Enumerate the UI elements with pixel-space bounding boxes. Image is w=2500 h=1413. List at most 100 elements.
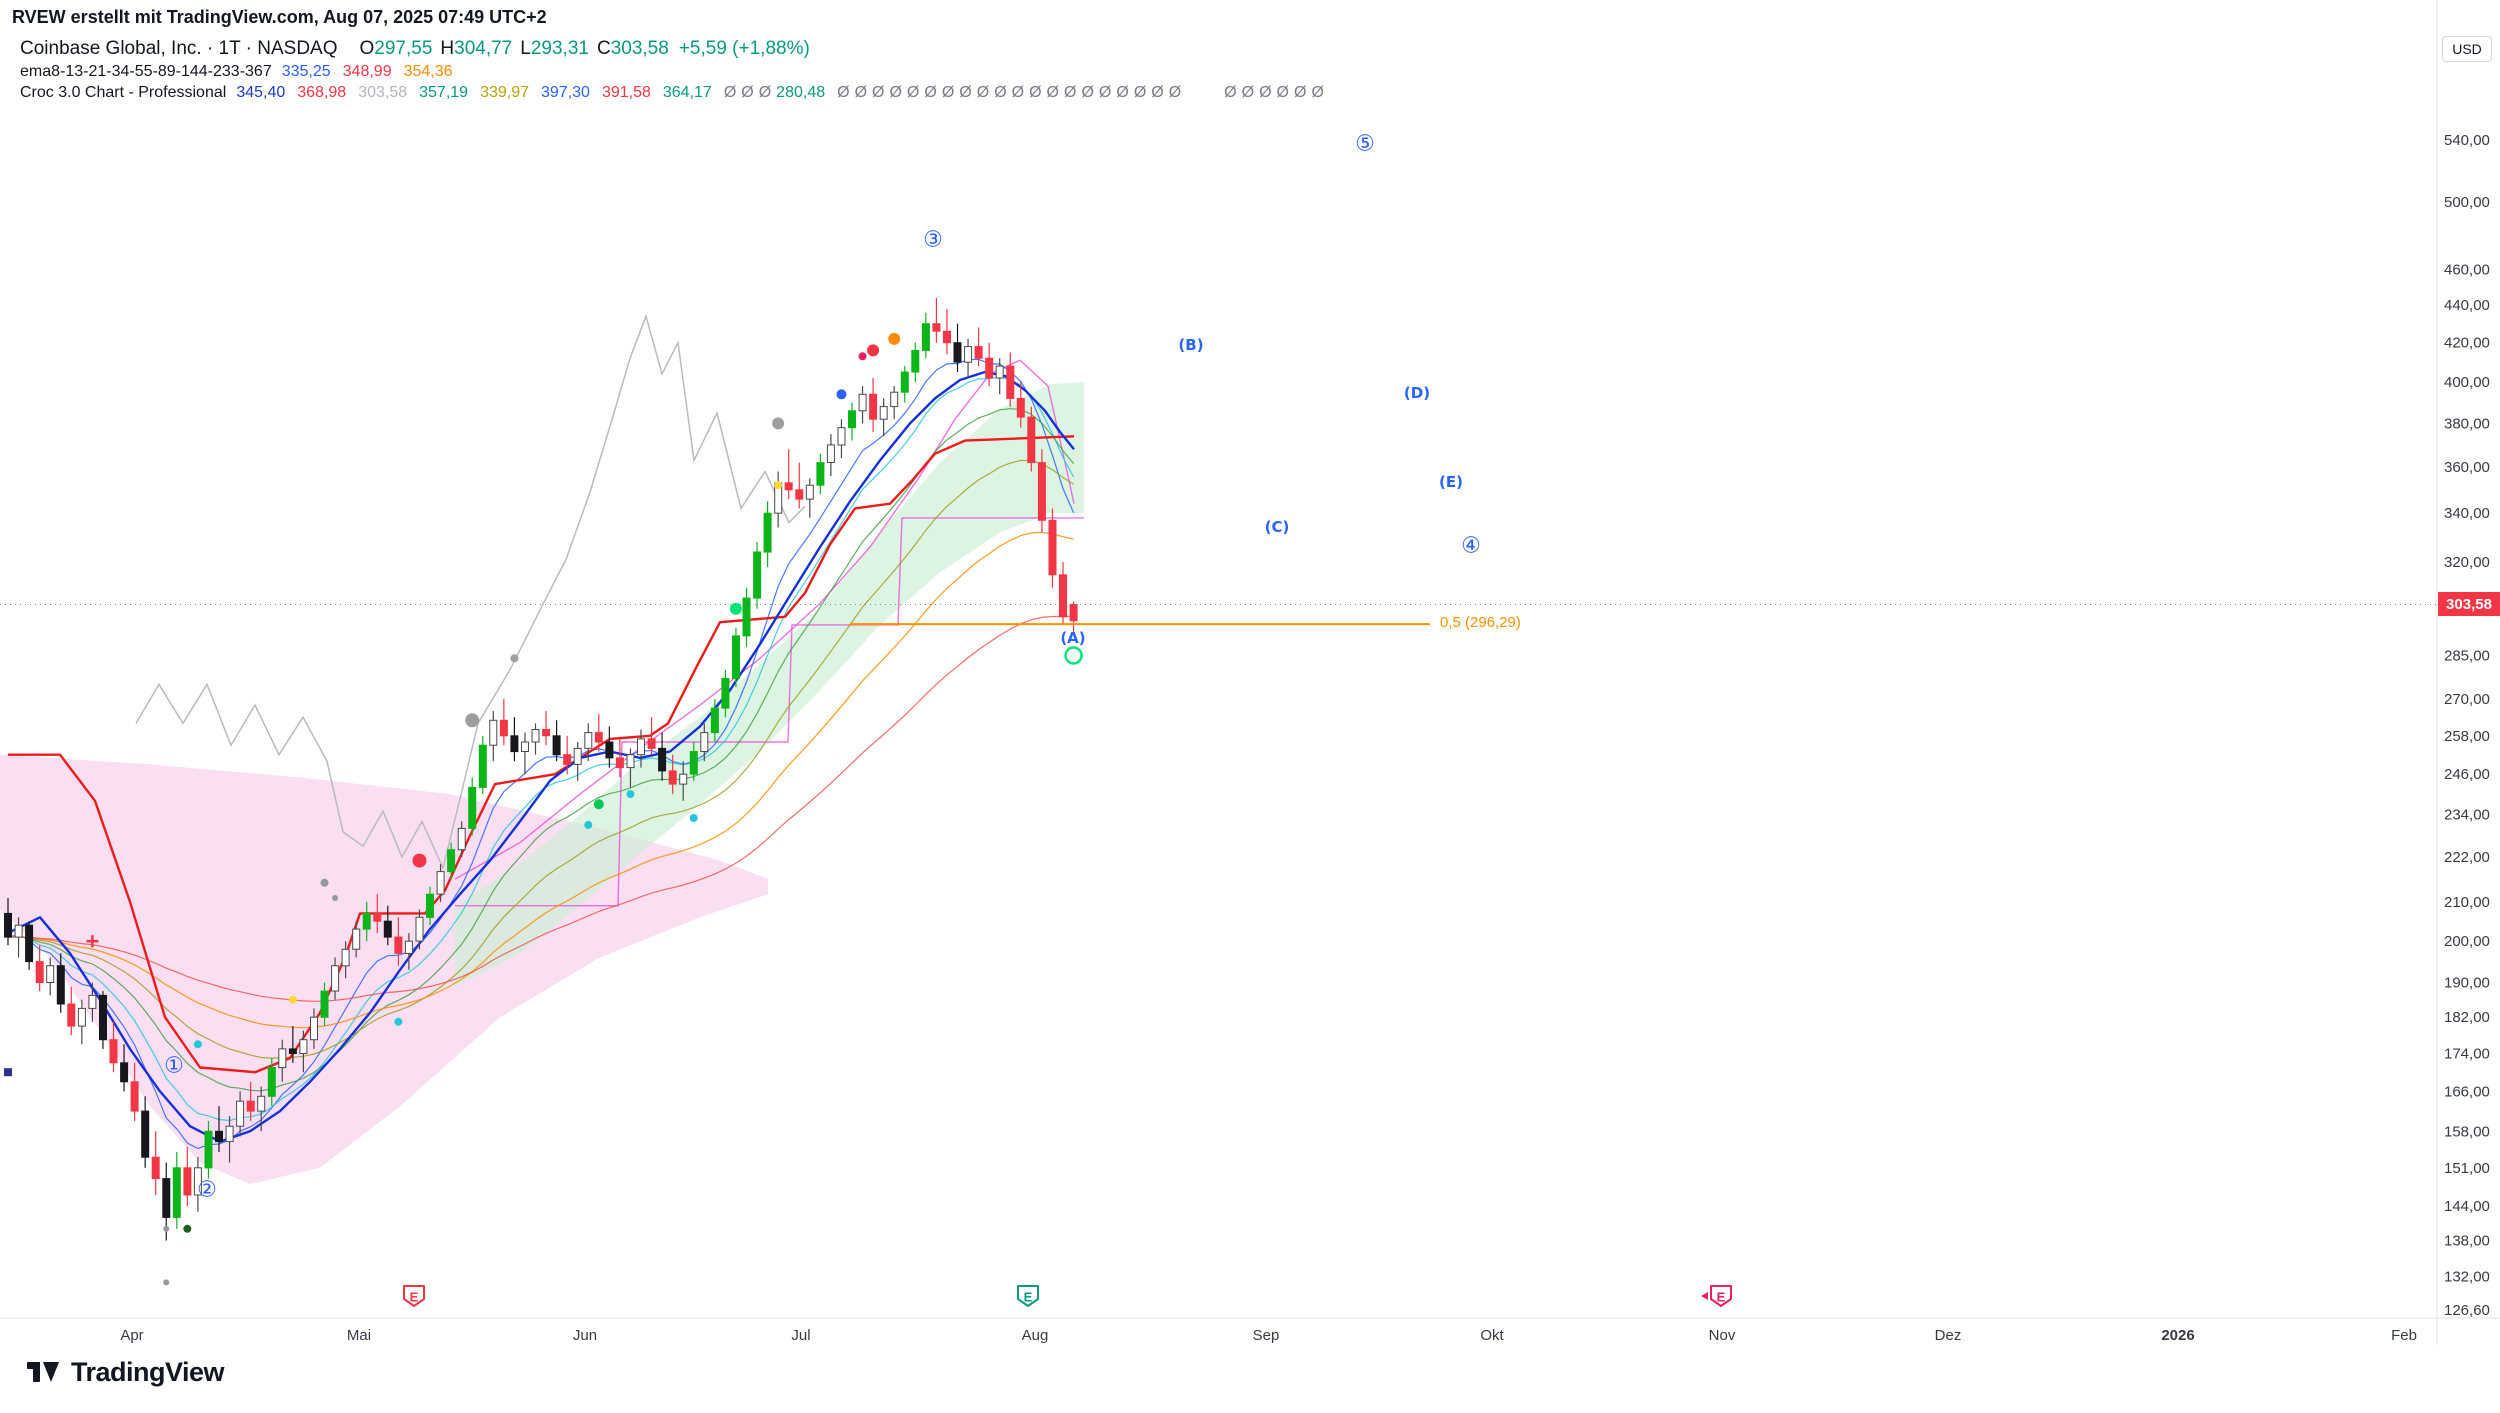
- wave-label[interactable]: ①: [164, 1054, 184, 1079]
- price-tick-label: 258,00: [2444, 728, 2490, 745]
- gray-indicator-line: [135, 313, 806, 871]
- signal-dot: [183, 1224, 192, 1233]
- candle: [563, 754, 572, 765]
- wave-annotations[interactable]: ① ② ③ ④ ⑤ (A) (B) (C) (D) (E): [164, 132, 1481, 1203]
- candle: [573, 747, 582, 765]
- price-tick-label: 320,00: [2444, 554, 2490, 571]
- candle: [1069, 604, 1078, 622]
- candle: [436, 871, 445, 895]
- tradingview-logo[interactable]: TradingView: [26, 1356, 225, 1388]
- high-value: 304,77: [454, 38, 513, 59]
- time-tick-label: Apr: [120, 1327, 143, 1344]
- candle: [900, 371, 909, 393]
- wave-label[interactable]: (C): [1265, 518, 1290, 536]
- earnings-icon[interactable]: [1710, 1285, 1732, 1307]
- signal-square: [4, 1068, 12, 1077]
- ema-legend[interactable]: ema8-13-21-34-55-89-144-233-367 335,25 348…: [20, 63, 465, 81]
- candle: [352, 928, 361, 950]
- candle: [1048, 519, 1057, 576]
- wave-label[interactable]: (B): [1178, 336, 1203, 354]
- indicator-value: Ø: [758, 84, 772, 101]
- symbol-title[interactable]: Coinbase Global, Inc. · 1T · NASDAQ: [20, 38, 338, 59]
- candle: [99, 994, 107, 1041]
- ema-line-89: [7, 615, 1074, 1002]
- candle: [1059, 574, 1067, 618]
- indicator-value: 368,98: [297, 84, 347, 101]
- indicator-value: Ø: [959, 84, 972, 101]
- croc-indicator-title[interactable]: Croc 3.0 Chart - Professional: [20, 84, 227, 101]
- candle: [805, 484, 814, 500]
- wave-label[interactable]: ⑤: [1355, 132, 1375, 157]
- candle: [985, 357, 994, 379]
- price-tick-label: 420,00: [2444, 335, 2490, 352]
- candle: [1027, 416, 1036, 464]
- candle: [668, 770, 677, 785]
- close-label: C: [596, 38, 611, 59]
- price-tick-label: 144,00: [2444, 1198, 2490, 1215]
- indicator-value: Ø: [1133, 84, 1147, 101]
- change-value: +5,59 (+1,88%): [678, 38, 810, 59]
- signal-ring: [1064, 646, 1083, 665]
- open-value: 297,55: [374, 38, 433, 59]
- candle: [710, 707, 719, 734]
- candle: [594, 732, 603, 743]
- time-tick-label: Jul: [791, 1327, 810, 1344]
- low-label: L: [520, 38, 531, 59]
- candle: [848, 410, 856, 429]
- price-tick-label: 540,00: [2444, 132, 2490, 149]
- candle: [826, 444, 835, 463]
- ema-line-8: [7, 358, 1075, 1150]
- wave-label[interactable]: ③: [923, 228, 943, 253]
- earnings-icon[interactable]: [1017, 1285, 1039, 1307]
- candle: [394, 936, 403, 954]
- wave-label[interactable]: ④: [1461, 534, 1481, 559]
- signal-dot: [193, 1040, 202, 1049]
- currency-toggle[interactable]: USD: [2442, 36, 2492, 62]
- price-tick-label: 234,00: [2444, 807, 2490, 824]
- candle: [995, 365, 1004, 379]
- price-tick-label: 440,00: [2444, 297, 2490, 314]
- earnings-icon[interactable]: [403, 1285, 425, 1307]
- candle: [141, 1110, 150, 1158]
- candle: [742, 597, 751, 637]
- candle: [120, 1062, 129, 1083]
- price-tick-label: 340,00: [2444, 505, 2490, 522]
- indicator-value: 364,17: [662, 84, 712, 101]
- candle: [679, 773, 688, 785]
- indicator-value: Ø: [1293, 84, 1307, 101]
- fib-level-label[interactable]: 0,5 (296,29): [1440, 614, 1521, 631]
- wave-label[interactable]: ②: [197, 1178, 217, 1203]
- candle: [67, 1003, 76, 1027]
- croc-legend[interactable]: Croc 3.0 Chart - Professional 345,40 368,9…: [20, 84, 1329, 102]
- candle: [521, 741, 529, 752]
- time-axis[interactable]: [0, 1318, 2500, 1345]
- price-tick-label: 200,00: [2444, 933, 2490, 950]
- signal-dot: [288, 995, 297, 1004]
- wave-label[interactable]: (A): [1060, 629, 1085, 647]
- price-tick-labels: 540,00 500,00 460,00 440,00 420,00 400,00 380,…: [2444, 132, 2490, 1319]
- indicator-value: Ø: [1311, 84, 1324, 101]
- candle: [626, 754, 635, 769]
- indicator-value: Ø: [1116, 84, 1129, 101]
- indicator-value: 280,48: [776, 84, 826, 101]
- magenta-lower-line: [455, 517, 1084, 907]
- candle: [331, 965, 340, 992]
- indicator-value: 391,58: [601, 84, 651, 101]
- ema-indicator-title[interactable]: ema8-13-21-34-55-89-144-233-367: [20, 63, 272, 80]
- candle: [299, 1039, 308, 1054]
- signal-dot: [858, 352, 867, 361]
- candle: [25, 924, 34, 963]
- croc-values: 345,40 368,98 303,58 357,19 339,97 397,30 391,…: [236, 84, 1329, 101]
- candle: [77, 1007, 86, 1027]
- wave-label[interactable]: (D): [1404, 384, 1430, 402]
- candle: [943, 330, 951, 344]
- time-tick-label: Dez: [1935, 1327, 1962, 1344]
- price-tick-label: 132,00: [2444, 1268, 2490, 1285]
- candle: [732, 635, 740, 679]
- candle: [964, 346, 973, 363]
- wave-label[interactable]: (E): [1439, 473, 1463, 491]
- last-price-badge: 303,58: [2438, 592, 2500, 616]
- symbol-legend[interactable]: Coinbase Global, Inc. · 1T · NASDAQ O297,…: [20, 38, 810, 60]
